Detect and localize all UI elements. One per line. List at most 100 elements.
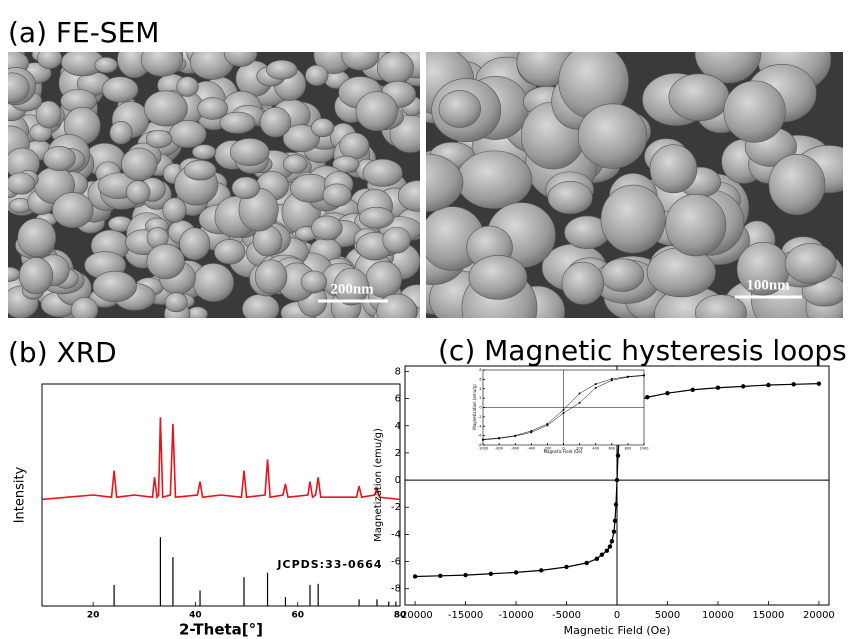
grain: [198, 98, 228, 120]
grain: [71, 297, 98, 322]
data-point: [615, 478, 619, 482]
x-axis-label: Magnetic Field (Oe): [544, 449, 583, 454]
data-point: [716, 386, 720, 390]
data-point: [817, 381, 821, 385]
data-point: [563, 412, 565, 414]
grain: [283, 155, 307, 173]
grain: [383, 227, 411, 253]
grain: [377, 294, 417, 329]
data-point: [546, 424, 548, 426]
data-point: [579, 392, 581, 394]
data-point: [608, 544, 612, 548]
x-tick-label: 600: [608, 447, 615, 451]
grain: [695, 295, 746, 331]
x-tick-label: -800: [495, 447, 503, 451]
x-tick-label: -600: [511, 447, 519, 451]
data-point: [489, 572, 493, 576]
panel-label: (b) XRD: [8, 336, 117, 369]
grain: [121, 148, 157, 181]
grain: [562, 262, 604, 304]
x-tick-label: 800: [625, 447, 632, 451]
data-point: [613, 519, 617, 523]
grain: [43, 146, 75, 170]
data-point: [438, 574, 442, 578]
grain: [601, 185, 665, 253]
grain: [214, 239, 245, 264]
x-tick-label: 20: [87, 611, 100, 621]
data-point: [614, 502, 618, 506]
grain: [601, 259, 644, 292]
y-axis-label: Magnetization (emu/g): [373, 428, 384, 542]
y-tick-label: -6: [391, 557, 401, 568]
data-point: [530, 431, 532, 433]
x-tick-label: 40: [189, 611, 202, 621]
y-tick-label: 8: [479, 368, 481, 372]
grain: [260, 107, 291, 137]
panel-label: (a) FE-SEM: [8, 16, 159, 49]
data-point: [595, 383, 597, 385]
data-point: [600, 553, 604, 557]
data-point: [791, 382, 795, 386]
grain: [184, 160, 216, 180]
y-tick-label: 8: [395, 366, 401, 377]
data-point: [645, 395, 649, 399]
data-point: [691, 388, 695, 392]
x-tick-label: 400: [592, 447, 599, 451]
y-tick-label: 6: [479, 377, 481, 381]
x-tick-label: -10000: [498, 610, 533, 621]
grain: [144, 91, 187, 126]
data-point: [585, 561, 589, 565]
grain: [323, 184, 352, 207]
y-tick-label: 4: [395, 421, 401, 432]
grain: [342, 41, 379, 70]
data-point: [605, 548, 609, 552]
chart: 204060802-Theta[°]IntensityJCPDS:33-0664: [13, 384, 407, 639]
grain: [52, 192, 93, 227]
grain: [695, 22, 761, 84]
y-tick-label: -8: [478, 443, 482, 447]
x-tick-label: 10000: [702, 610, 734, 621]
y-tick-label: -2: [391, 502, 401, 513]
figure: (a) FE-SEM 200nm 100nm (b) XRD (c) Magne…: [0, 0, 848, 639]
y-tick-label: 0: [395, 475, 401, 486]
page: (a) FE-SEM 200nm 100nm (b) XRD (c) Magne…: [0, 0, 848, 639]
y-tick-label: -2: [478, 415, 482, 419]
data-point: [627, 376, 629, 378]
scale-bar-label: 200nm: [330, 281, 374, 297]
data-point: [463, 573, 467, 577]
data-point: [482, 439, 484, 441]
y-tick-label: 6: [395, 394, 401, 405]
x-tick-label: -400: [527, 447, 535, 451]
data-point: [595, 557, 599, 561]
y-tick-label: 2: [395, 448, 401, 459]
data-point: [610, 539, 614, 543]
data-point: [643, 375, 645, 377]
grain: [255, 260, 287, 294]
annotation: JCPDS:33-0664: [276, 558, 382, 571]
grain: [669, 74, 729, 121]
grain: [19, 257, 53, 294]
x-tick-label: -5000: [552, 610, 581, 621]
grain: [785, 243, 836, 283]
panel-label: (c) Magnetic hysteresis loops: [438, 334, 847, 367]
data-point: [616, 453, 620, 457]
grain: [0, 73, 29, 103]
data-point: [611, 379, 613, 381]
grain: [95, 57, 118, 73]
data-point: [595, 387, 597, 389]
grain: [769, 154, 825, 215]
grain: [18, 218, 56, 257]
grain: [363, 159, 403, 186]
grain: [190, 44, 233, 79]
x-tick-label: 20000: [803, 610, 835, 621]
grain: [192, 145, 216, 160]
scale-bar-label: 100nm: [746, 277, 790, 293]
data-point: [741, 384, 745, 388]
grain: [165, 293, 187, 312]
grain: [179, 228, 209, 260]
grain: [301, 271, 327, 293]
grain: [359, 207, 393, 228]
grain: [312, 216, 343, 240]
grain: [7, 173, 35, 194]
grain: [232, 177, 260, 199]
